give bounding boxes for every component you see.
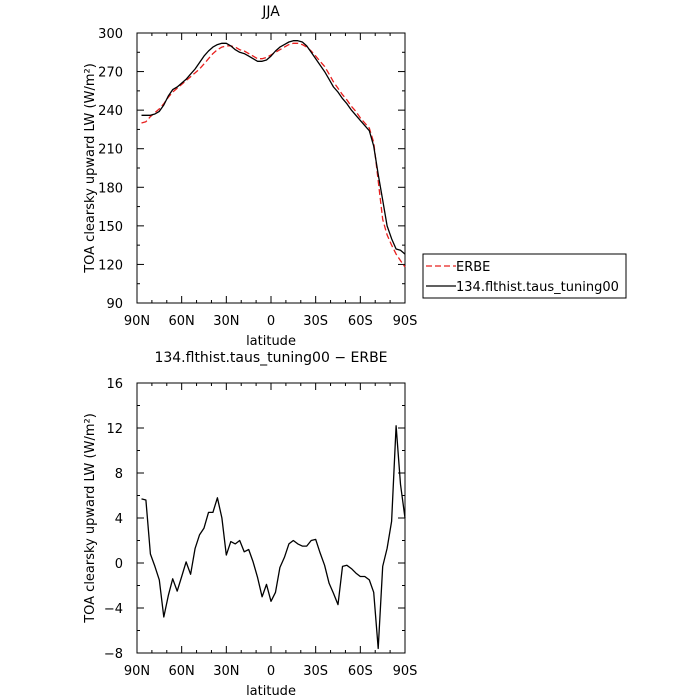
y-tick-label: 270 — [98, 66, 123, 81]
y-tick-label: 12 — [106, 422, 123, 437]
y-tick-label: 240 — [98, 104, 123, 119]
x-axis-title: latitude — [246, 334, 296, 349]
y-tick-label: 180 — [98, 181, 123, 196]
x-tick-label: 90N — [124, 664, 150, 679]
x-tick-label: 30S — [303, 314, 328, 329]
plot-frame — [136, 32, 406, 304]
legend: ERBE 134.flthist.taus_tuning00 — [422, 253, 627, 299]
x-tick-label: 30N — [213, 664, 239, 679]
legend-box — [422, 253, 627, 299]
y-tick-label: 8 — [115, 467, 123, 482]
y-tick-label: 4 — [115, 512, 123, 527]
x-tick-label: 30N — [213, 314, 239, 329]
x-axis-title: latitude — [246, 684, 296, 699]
y-axis-title: TOA clearsky upward LW (W/m²) — [83, 413, 98, 624]
chart-title: JJA — [261, 4, 280, 20]
y-tick-label: 120 — [98, 258, 123, 273]
x-tick-label: 60N — [169, 314, 195, 329]
chart-title: 134.flthist.taus_tuning00 − ERBE — [154, 350, 387, 366]
x-tick-label: 90S — [393, 314, 418, 329]
plot-frame — [136, 382, 406, 654]
series-line-difference — [141, 425, 406, 650]
series-line-134-flthist-taus-tuning00 — [141, 40, 406, 255]
y-tick-label: 210 — [98, 143, 123, 158]
y-tick-label: 90 — [106, 297, 123, 312]
legend-label-0: ERBE — [456, 260, 490, 275]
y-tick-label: 0 — [115, 557, 123, 572]
x-tick-label: 90N — [124, 314, 150, 329]
x-tick-label: 90S — [393, 664, 418, 679]
y-tick-label: −4 — [104, 602, 123, 617]
x-tick-label: 0 — [267, 664, 275, 679]
x-tick-label: 60S — [348, 664, 373, 679]
y-tick-label: 16 — [106, 377, 123, 392]
y-tick-label: −8 — [104, 647, 123, 662]
x-tick-label: 0 — [267, 314, 275, 329]
x-tick-label: 30S — [303, 664, 328, 679]
y-tick-label: 300 — [98, 27, 123, 42]
y-tick-label: 150 — [98, 220, 123, 235]
bottom-panel: 90N 60N 30N 0 30S 60S 90S −8 −4 0 4 8 12 16 134.flthis… — [83, 350, 417, 699]
top-panel: 90N 60N 30N 0 30S 60S 90S 90 120 150 180 210 240 270 3… — [83, 4, 417, 349]
y-axis-title: TOA clearsky upward LW (W/m²) — [83, 63, 98, 274]
x-tick-label: 60S — [348, 314, 373, 329]
series-line-erbe — [141, 42, 406, 268]
x-tick-label: 60N — [169, 664, 195, 679]
legend-label-1: 134.flthist.taus_tuning00 — [456, 280, 619, 295]
